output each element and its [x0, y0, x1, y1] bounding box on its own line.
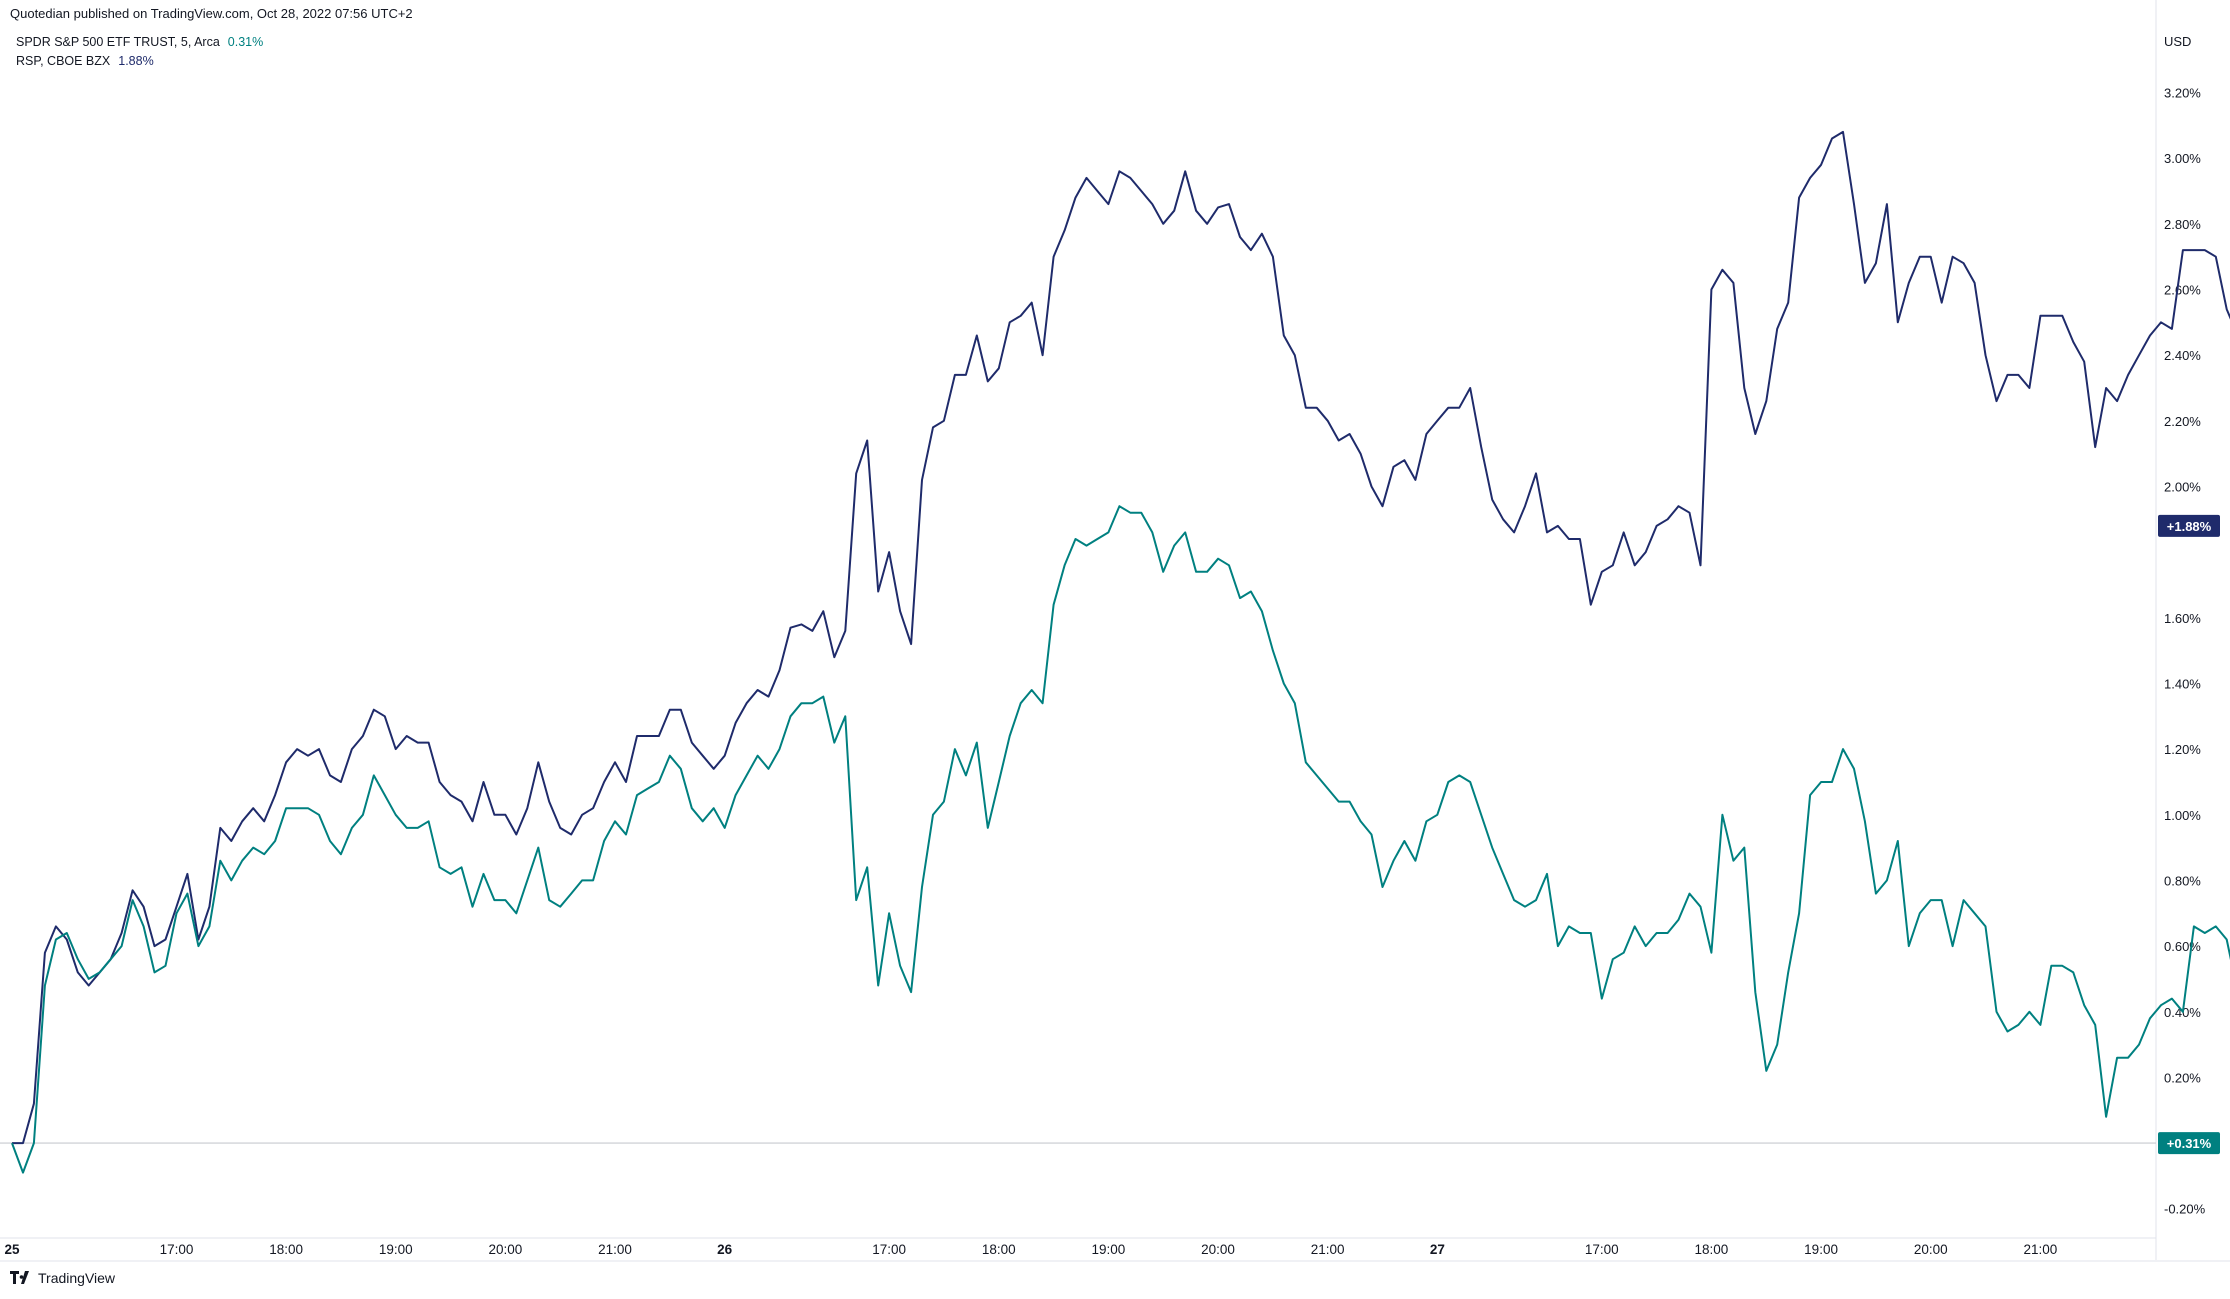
y-tick-label: 0.60%	[2164, 939, 2201, 954]
x-tick-label: 21:00	[598, 1242, 632, 1257]
y-tick-label: 2.20%	[2164, 414, 2201, 429]
legend-rsp-name: RSP, CBOE BZX	[16, 54, 111, 68]
price-labels-layer: +1.88% +0.31%	[2158, 514, 2220, 1155]
x-tick-label: 27	[1430, 1242, 1445, 1257]
y-tick-label: 0.80%	[2164, 873, 2201, 888]
x-tick-label: 17:00	[160, 1242, 194, 1257]
x-tick-label: 17:00	[1585, 1242, 1619, 1257]
y-tick-label: 2.80%	[2164, 217, 2201, 232]
x-tick-label: 18:00	[982, 1242, 1016, 1257]
series-line-spy	[11, 505, 2230, 1174]
footer-brand[interactable]: TradingView	[10, 1270, 115, 1286]
x-tick-label: 19:00	[379, 1242, 413, 1257]
tradingview-logo-icon	[10, 1271, 29, 1284]
last-value-badge-spy: +0.31%	[2158, 1132, 2220, 1155]
publisher-caption: Quotedian published on TradingView.com, …	[10, 6, 413, 21]
x-tick-label: 21:00	[1311, 1242, 1345, 1257]
badge-background	[2158, 1132, 2220, 1155]
x-tick-label: 25	[4, 1242, 20, 1257]
y-tick-label: 2.40%	[2164, 348, 2201, 363]
series-line-rsp	[12, 130, 2230, 1145]
y-tick-label: -0.20%	[2164, 1202, 2206, 1217]
footer-brand-text: TradingView	[38, 1270, 116, 1286]
x-tick-label: 26	[717, 1242, 733, 1257]
x-tick-label: 18:00	[1695, 1242, 1729, 1257]
currency-label: USD	[2164, 34, 2192, 49]
legend-row-spy[interactable]: SPDR S&P 500 ETF TRUST, 5, Arca 0.31%	[16, 33, 263, 52]
y-tick-label: 3.00%	[2164, 151, 2201, 166]
y-tick-label: 1.60%	[2164, 611, 2201, 626]
y-tick-label: 2.00%	[2164, 479, 2201, 494]
badge-background	[2158, 514, 2220, 537]
y-tick-label: 3.20%	[2164, 86, 2201, 101]
y-tick-label: 1.20%	[2164, 742, 2201, 757]
y-tick-label: 0.20%	[2164, 1070, 2201, 1085]
x-tick-label: 20:00	[1914, 1242, 1948, 1257]
x-tick-label: 21:00	[2023, 1242, 2057, 1257]
y-tick-label: 2.60%	[2164, 283, 2201, 298]
x-tick-label: 19:00	[1092, 1242, 1126, 1257]
legend-row-rsp[interactable]: RSP, CBOE BZX 1.88%	[16, 52, 263, 71]
badge-label: +1.88%	[2167, 519, 2212, 534]
x-tick-label: 17:00	[872, 1242, 906, 1257]
legend: SPDR S&P 500 ETF TRUST, 5, Arca 0.31% RSP…	[16, 33, 263, 71]
axes-layer: 3.20% 3.00% 2.80% 2.60% 2.40% 2.20% 2.00% 1.60%…	[0, 0, 2230, 1262]
badge-label: +0.31%	[2167, 1136, 2212, 1151]
last-value-badge-rsp: +1.88%	[2158, 514, 2220, 537]
y-tick-label: 1.40%	[2164, 676, 2201, 691]
x-tick-label: 19:00	[1804, 1242, 1838, 1257]
x-tick-label: 20:00	[488, 1242, 522, 1257]
x-tick-label: 18:00	[269, 1242, 303, 1257]
legend-spy-value: 0.31%	[227, 35, 264, 49]
y-tick-label: 1.00%	[2164, 808, 2201, 823]
series-layer	[11, 130, 2230, 1174]
legend-spy-name: SPDR S&P 500 ETF TRUST, 5, Arca	[16, 35, 220, 49]
legend-rsp-value: 1.88%	[118, 54, 154, 68]
x-tick-label: 20:00	[1201, 1242, 1235, 1257]
